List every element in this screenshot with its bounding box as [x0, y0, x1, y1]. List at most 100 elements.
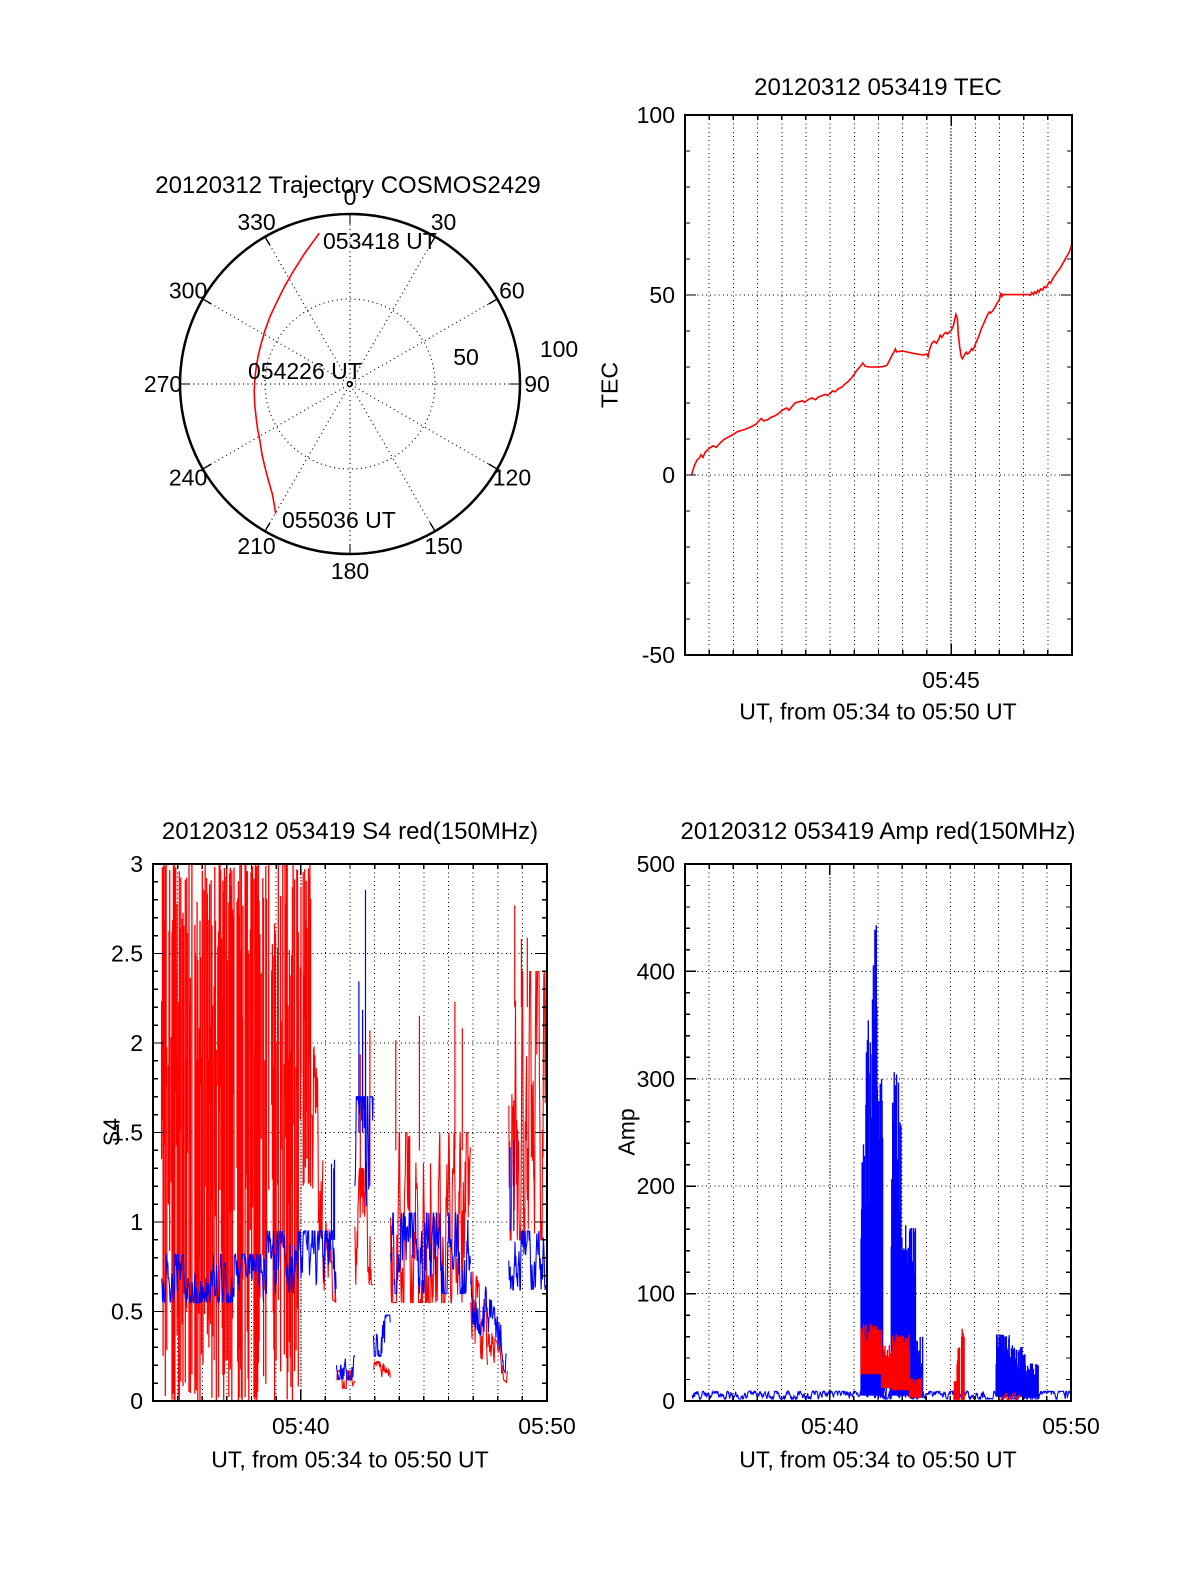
- series-segment: [1024, 1363, 1039, 1398]
- y-tick-label: 0: [662, 1388, 675, 1414]
- series-segment: [299, 864, 312, 1187]
- series-segment: [961, 1328, 965, 1400]
- series-segment: [880, 1345, 893, 1389]
- series-segment: [900, 1225, 917, 1396]
- amp-plot: 0 100 200 300 400 500 05:40 05:50: [637, 851, 1100, 1439]
- series-segment: [390, 1212, 471, 1295]
- y-tick-label: 2: [130, 1030, 143, 1056]
- series-segment: [470, 1271, 507, 1375]
- trajectory-time-annotation: 053418 UT: [323, 228, 437, 254]
- polar-azimuth-label: 0: [344, 184, 357, 210]
- trajectory-plot: 0 30 60 90 120 150 180 210 240 270 300 330 50 100 0534…: [144, 184, 578, 584]
- y-tick-label: 0: [130, 1388, 143, 1414]
- series-segment: [860, 1323, 883, 1375]
- y-tick-label: 300: [637, 1066, 675, 1092]
- amp-xlabel: UT, from 05:34 to 05:50 UT: [739, 1446, 1017, 1473]
- series-segment: [354, 1096, 374, 1207]
- y-tick-label: 0: [662, 462, 675, 488]
- x-tick-label: 05:50: [1042, 1413, 1100, 1439]
- series-segment: [876, 1078, 884, 1396]
- series-segment: [358, 890, 367, 1133]
- y-tick-label: 0.5: [111, 1299, 143, 1325]
- tec-ylabel: TEC: [596, 362, 623, 408]
- trajectory-time-annotation: 055036 UT: [282, 507, 396, 533]
- x-tick-label: 05:40: [272, 1413, 330, 1439]
- series-segment: [330, 1159, 336, 1240]
- polar-azimuth-label: 240: [169, 465, 207, 491]
- y-tick-label: 3: [130, 851, 143, 877]
- series-segment: [263, 1230, 337, 1295]
- s4-xlabel: UT, from 05:34 to 05:50 UT: [211, 1446, 489, 1473]
- series-segment: [956, 1347, 961, 1400]
- polar-azimuth-label: 90: [524, 371, 550, 397]
- y-tick-label: 400: [637, 958, 675, 984]
- series-segment: [354, 1167, 374, 1286]
- series-segment: [871, 925, 878, 1396]
- y-tick-label: 100: [637, 1281, 675, 1307]
- series-segment: [160, 864, 299, 1401]
- series-segment: [335, 1355, 356, 1382]
- y-tick-label: 50: [649, 282, 675, 308]
- series-layer: [691, 925, 1071, 1401]
- polar-azimuth-label: 270: [144, 371, 182, 397]
- series-segment: [395, 1001, 463, 1151]
- y-tick-label: 100: [637, 102, 675, 128]
- axes-box: [684, 114, 1073, 656]
- polar-tick: [264, 236, 271, 246]
- trajectory-time-annotation: 054226 UT: [248, 358, 362, 384]
- trajectory-line: [253, 232, 320, 514]
- polar-azimuth-label: 210: [237, 533, 275, 559]
- s4-plot: 0 0.5 1 1.5 2 2.5 3 05:40 05:50: [111, 851, 576, 1439]
- s4-plot-title: 20120312 053419 S4 red(150MHz): [161, 818, 539, 845]
- polar-azimuth-label: 60: [499, 278, 525, 304]
- series-segment: [372, 1314, 391, 1357]
- polar-tick: [202, 463, 212, 470]
- series-segment: [487, 1333, 508, 1384]
- trajectory-plot-title: 20120312 Trajectory COSMOS2429: [155, 172, 541, 199]
- series-segment: [508, 1230, 547, 1291]
- series-segment: [372, 1361, 391, 1378]
- series-segment: [908, 1377, 923, 1398]
- y-tick-label: 200: [637, 1173, 675, 1199]
- polar-azimuth-label: 150: [424, 533, 462, 559]
- series-segment: [311, 1046, 324, 1241]
- tec-plot-title: 20120312 053419 TEC: [754, 74, 1002, 101]
- series-segment: [995, 1334, 1010, 1397]
- x-tick-label: 05:45: [922, 667, 980, 693]
- polar-ring-50: [264, 298, 436, 470]
- series-segment: [390, 1131, 471, 1305]
- series-segment: [322, 1221, 337, 1303]
- amp-ylabel: Amp: [613, 1108, 640, 1156]
- y-tick-label: -50: [642, 642, 675, 668]
- polar-azimuth-label: 120: [493, 465, 531, 491]
- polar-azimuth-label: 30: [431, 209, 457, 235]
- x-tick-label: 05:50: [518, 1413, 576, 1439]
- polar-tick: [429, 522, 436, 532]
- polar-center-marker: [346, 380, 354, 388]
- series-layer: [160, 864, 547, 1401]
- polar-azimuth-label: 180: [331, 558, 369, 584]
- series-segment: [514, 905, 528, 1008]
- series-segment: [1008, 1345, 1026, 1397]
- amp-plot-title: 20120312 053419 Amp red(150MHz): [680, 818, 1076, 845]
- series-segment: [508, 970, 547, 1241]
- polar-tick: [488, 298, 498, 305]
- polar-radial-label: 100: [540, 336, 578, 362]
- polar-azimuth-label: 300: [169, 278, 207, 304]
- tec-xlabel: UT, from 05:34 to 05:50 UT: [739, 698, 1017, 725]
- polar-azimuth-label: 330: [237, 209, 275, 235]
- y-tick-label: 2.5: [111, 941, 143, 967]
- polar-tick: [202, 298, 212, 305]
- series-segment: [161, 1253, 265, 1305]
- series-segment: [890, 1072, 902, 1396]
- series-segment: [998, 1392, 1021, 1401]
- series-layer: [691, 243, 1072, 476]
- s4-ylabel: S4: [98, 1117, 125, 1147]
- series-segment: [509, 1140, 515, 1231]
- y-tick-label: 1.5: [111, 1120, 143, 1146]
- x-tick-label: 05:40: [801, 1413, 859, 1439]
- series-segment: [865, 1020, 873, 1396]
- y-tick-label: 1: [130, 1209, 143, 1235]
- series-segment: [891, 1334, 911, 1391]
